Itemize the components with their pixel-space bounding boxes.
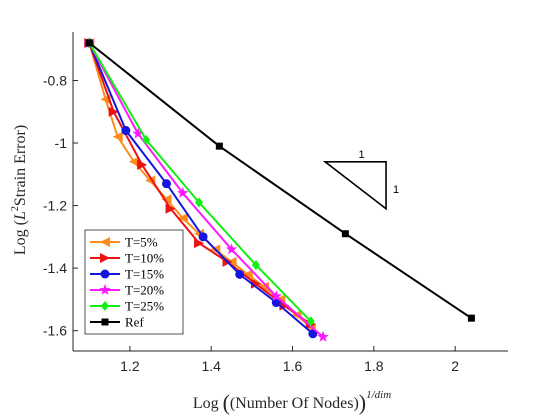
legend-label: Ref — [125, 315, 144, 330]
data-layer — [83, 36, 475, 342]
slope-triangle-shape — [322, 160, 387, 211]
legend-swatch-marker — [101, 301, 109, 311]
legend-item: T=10% — [90, 251, 164, 266]
data-point — [225, 243, 238, 255]
legend-box — [84, 229, 184, 335]
data-point — [467, 314, 475, 322]
data-point — [142, 134, 151, 145]
x-tick-label: 1.4 — [201, 358, 221, 374]
data-point — [270, 290, 282, 302]
y-axis-label-script: L — [12, 211, 29, 221]
slope-triangle: 11 — [322, 149, 399, 211]
x-axis-label-prefix: Log — [193, 395, 219, 412]
legend-label: T=5% — [125, 235, 158, 250]
legend-swatch-marker — [99, 284, 111, 295]
y-tick-label: -1.6 — [43, 323, 67, 339]
data-point — [132, 127, 144, 139]
x-axis-label-exponent: 1/dim — [366, 389, 391, 401]
legend-swatch-marker — [100, 269, 110, 279]
legend: T=5%T=10%T=15%T=20%T=25%Ref — [84, 229, 184, 335]
data-point — [121, 126, 131, 136]
y-axis-label-prefix: Log — [12, 229, 29, 255]
legend-swatch-marker — [100, 253, 110, 263]
data-point — [341, 230, 349, 238]
series-line-5 — [88, 42, 472, 320]
y-axis-label-inner: Strain Error — [12, 130, 29, 207]
data-point — [128, 156, 139, 167]
data-point — [177, 187, 189, 198]
legend-item: T=25% — [90, 299, 164, 314]
y-tick-label: -1.4 — [43, 260, 67, 276]
y-tick-label: -1.2 — [43, 198, 67, 214]
legend-label: T=10% — [125, 251, 164, 266]
legend-swatch-marker — [101, 318, 109, 326]
x-tick-label: 1.8 — [364, 358, 384, 374]
data-point — [215, 142, 223, 150]
data-point — [306, 316, 315, 327]
legend-label: T=15% — [125, 267, 164, 282]
data-point — [317, 330, 329, 342]
data-point — [162, 179, 172, 189]
data-point — [112, 131, 123, 142]
legend-item: T=5% — [90, 235, 158, 250]
axes: 1.2 1.4 1.6 1.8 2 -0.8 -1 -1.2 -1.4 -1.6 — [43, 32, 508, 374]
slope-triangle-horizontal-label: 1 — [358, 149, 364, 161]
data-point — [165, 203, 176, 214]
data-point — [85, 39, 93, 47]
data-point — [195, 197, 204, 208]
series-line-3 — [88, 42, 324, 338]
series-5 — [85, 39, 475, 322]
y-axis-label-open-paren: ( — [12, 220, 29, 225]
legend-item: Ref — [90, 315, 144, 330]
x-axis-label-open-paren: ( — [223, 390, 230, 415]
y-tick-label: -0.8 — [43, 72, 67, 88]
data-point — [250, 278, 261, 289]
data-point — [242, 269, 253, 280]
legend-item: T=20% — [90, 283, 164, 298]
x-axis-label: Log ((Number Of Nodes))1/dim — [193, 389, 391, 415]
legend-label: T=25% — [125, 299, 164, 314]
y-tick-label: -1 — [55, 135, 68, 151]
data-point — [137, 159, 148, 170]
y-axis-label: Log (L2Strain Error) — [10, 125, 29, 255]
data-point — [235, 269, 245, 279]
legend-swatch-marker — [100, 237, 110, 247]
data-point — [251, 259, 260, 270]
legend-label: T=20% — [125, 283, 164, 298]
data-point — [108, 106, 119, 117]
data-point — [194, 238, 205, 249]
y-axis-label-sup: 2 — [10, 206, 21, 211]
x-tick-label: 1.2 — [120, 358, 140, 374]
data-point — [161, 194, 172, 205]
data-point — [259, 281, 270, 292]
x-tick-label: 1.6 — [283, 358, 303, 374]
data-point — [177, 213, 188, 224]
slope-triangle-vertical-label: 1 — [393, 184, 399, 196]
legend-item: T=15% — [90, 267, 164, 282]
x-axis-label-inner: (Number Of Nodes) — [230, 395, 359, 412]
data-point — [271, 298, 281, 308]
x-tick-label: 2 — [451, 358, 459, 374]
data-point — [308, 329, 318, 339]
x-axis-label-close-paren: ) — [359, 390, 366, 415]
y-axis-label-close-paren: ) — [12, 125, 29, 130]
data-point — [198, 232, 208, 242]
